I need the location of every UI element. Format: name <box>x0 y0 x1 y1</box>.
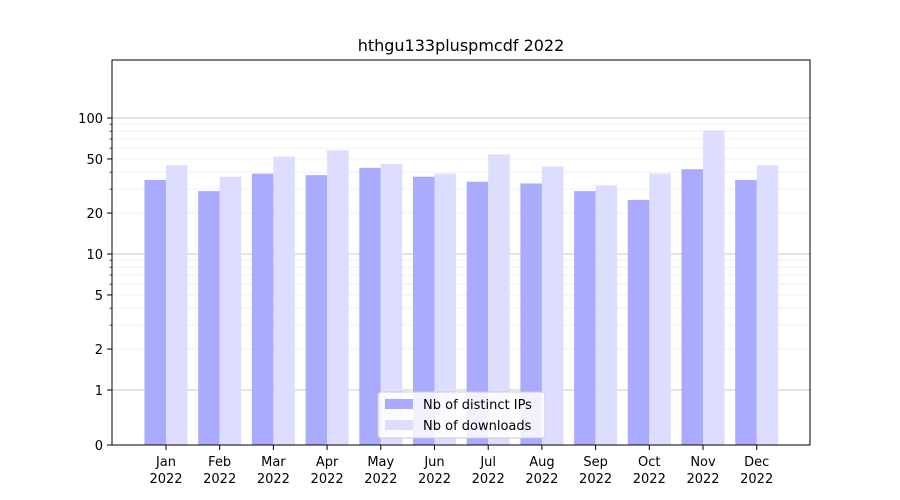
y-tick-label: 1 <box>95 384 103 399</box>
bar-distinct-ips <box>305 175 328 446</box>
legend-label: Nb of downloads <box>423 419 532 434</box>
plot-area-frame <box>111 59 811 446</box>
x-tick-label-year: 2022 <box>686 472 719 487</box>
y-tick-label: 2 <box>95 343 103 358</box>
bar-downloads <box>273 156 295 446</box>
x-tick-label-month: Nov <box>690 455 716 470</box>
bar-distinct-ips <box>198 191 220 445</box>
x-tick-label-month: Feb <box>208 455 231 470</box>
legend-label: Nb of distinct IPs <box>423 398 532 413</box>
bar-downloads <box>756 165 779 446</box>
x-tick-label-year: 2022 <box>525 472 558 487</box>
bar-distinct-ips <box>251 173 274 445</box>
x-tick-label-month: Jul <box>479 455 496 470</box>
x-tick-label-year: 2022 <box>740 472 773 487</box>
x-tick-label-year: 2022 <box>418 472 451 487</box>
x-tick-label-month: Jun <box>423 455 444 470</box>
legend: Nb of distinct IPs Nb of downloads <box>377 391 546 439</box>
y-tick-label: 5 <box>95 289 103 304</box>
x-tick-label-month: Oct <box>638 455 660 470</box>
y-tick-label: 20 <box>86 207 103 222</box>
x-tick-label-year: 2022 <box>257 472 290 487</box>
x-tick-label-month: Aug <box>529 455 554 470</box>
bar-distinct-ips <box>574 191 596 445</box>
bar-distinct-ips <box>681 169 703 445</box>
bar-downloads <box>219 176 242 446</box>
y-tick-label: 0 <box>95 439 103 454</box>
bar-downloads <box>380 163 403 445</box>
bar-downloads <box>327 150 349 445</box>
x-tick-label-year: 2022 <box>149 472 182 487</box>
legend-swatch <box>385 420 413 430</box>
x-tick-label-month: May <box>367 455 394 470</box>
y-axis: 0 1 2 5 10 20 50 100 <box>78 112 112 454</box>
x-tick-label-month: Apr <box>316 455 339 470</box>
y-tick-label: 10 <box>86 248 103 263</box>
x-tick-label-year: 2022 <box>203 472 236 487</box>
bar-distinct-ips <box>520 183 542 445</box>
x-tick-label-year: 2022 <box>311 472 344 487</box>
y-tick-label: 50 <box>86 153 103 168</box>
bar-distinct-ips <box>627 199 650 445</box>
bar-distinct-ips <box>735 180 757 445</box>
legend-swatch <box>385 399 413 409</box>
x-tick-label-year: 2022 <box>364 472 397 487</box>
bars <box>144 130 779 446</box>
bar-distinct-ips <box>144 180 166 445</box>
legend-box <box>377 391 546 439</box>
bar-downloads <box>488 154 510 445</box>
bar-distinct-ips <box>413 176 435 446</box>
y-tick-label: 100 <box>78 112 103 127</box>
x-tick-label-month: Sep <box>583 455 608 470</box>
bar-downloads <box>541 166 564 446</box>
bar-downloads <box>595 185 618 445</box>
x-tick-label-month: Mar <box>261 455 286 470</box>
chart-title: hthgu133pluspmcdf 2022 <box>358 36 565 55</box>
x-tick-label-year: 2022 <box>472 472 505 487</box>
x-tick-label-month: Dec <box>744 455 769 470</box>
bar-distinct-ips <box>359 167 381 445</box>
bar-downloads <box>703 130 725 445</box>
x-tick-label-month: Jan <box>155 455 176 470</box>
bar-distinct-ips <box>466 181 489 445</box>
bar-downloads <box>434 173 456 445</box>
bar-downloads <box>166 165 188 446</box>
x-axis: Jan 2022 Feb 2022 Mar 2022 Apr 2022 May 2022 Jun 20… <box>149 445 773 487</box>
x-tick-label-year: 2022 <box>633 472 666 487</box>
bar-downloads <box>649 173 671 445</box>
x-tick-label-year: 2022 <box>579 472 612 487</box>
